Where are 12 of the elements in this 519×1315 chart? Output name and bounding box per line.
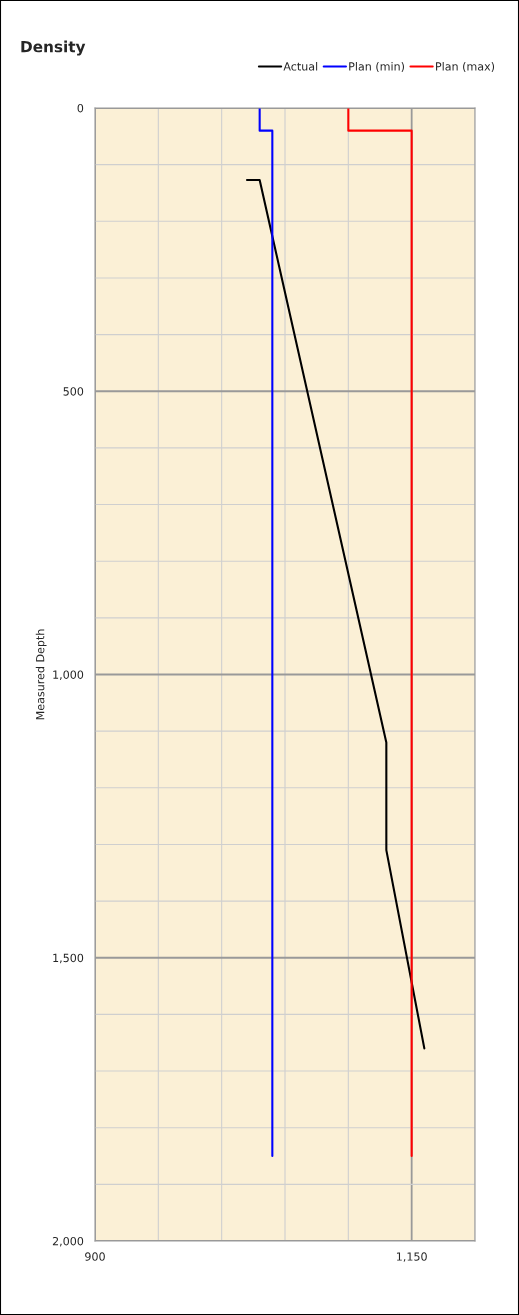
legend-label: Actual bbox=[283, 62, 318, 71]
y-axis-title: Measured Depth bbox=[35, 629, 47, 720]
chart-title: Density bbox=[21, 40, 86, 56]
y-tick-label: 500 bbox=[63, 387, 84, 396]
legend-label: Plan (min) bbox=[349, 62, 404, 72]
x-tick-label: 1,150 bbox=[396, 1252, 427, 1262]
y-tick-label: 2,000 bbox=[52, 1236, 84, 1247]
y-tick-label: 1,000 bbox=[53, 670, 84, 681]
y-tick-label: 1,500 bbox=[53, 953, 84, 964]
x-tick-label: 900 bbox=[85, 1252, 105, 1261]
legend-label: Plan (max) bbox=[436, 62, 495, 72]
y-tick-label: 0 bbox=[77, 103, 84, 113]
